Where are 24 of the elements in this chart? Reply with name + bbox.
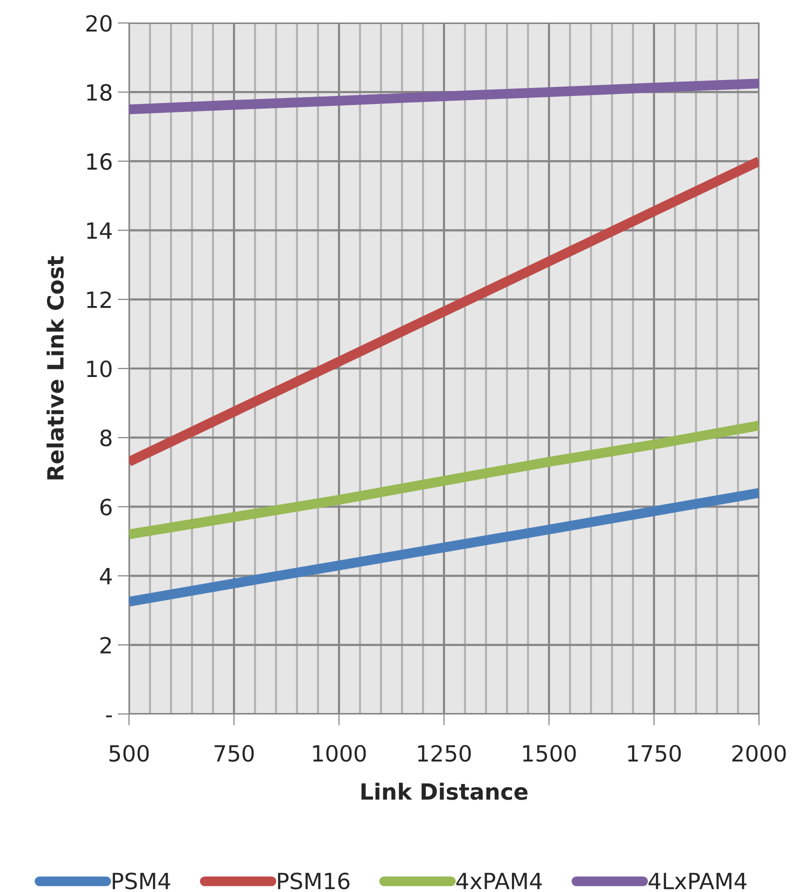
x-tick-label: 1250 [418,744,471,762]
y-tick-label: - [106,715,112,718]
y-tick-label: 18 [87,84,112,101]
y-tick-label: 16 [87,153,112,170]
legend-label: 4LxPAM4 [648,872,746,890]
y-tick-label: 4 [100,568,112,584]
x-tick-label: 500 [110,744,149,762]
legend-label: 4xPAM4 [456,872,542,890]
x-tick-label: 1500 [523,744,576,762]
legend-label: PSM16 [278,872,350,890]
x-axis-title: Link Distance [362,782,528,800]
x-tick-label: 1000 [313,744,366,762]
y-axis-title: Relative Link Cost [46,256,64,480]
legend-label: PSM4 [112,872,170,890]
y-tick-label: 20 [86,14,112,32]
y-tick-label: 2 [100,636,111,654]
x-tick-label: 1750 [628,744,681,762]
y-tick-label: 8 [100,430,112,446]
x-tick-label: 2000 [732,744,786,762]
y-tick-label: 14 [87,222,112,239]
y-tick-label: 6 [100,498,112,516]
y-tick-label: 12 [87,291,111,308]
x-tick-label: 750 [214,744,254,762]
y-tick-label: 10 [87,360,112,378]
